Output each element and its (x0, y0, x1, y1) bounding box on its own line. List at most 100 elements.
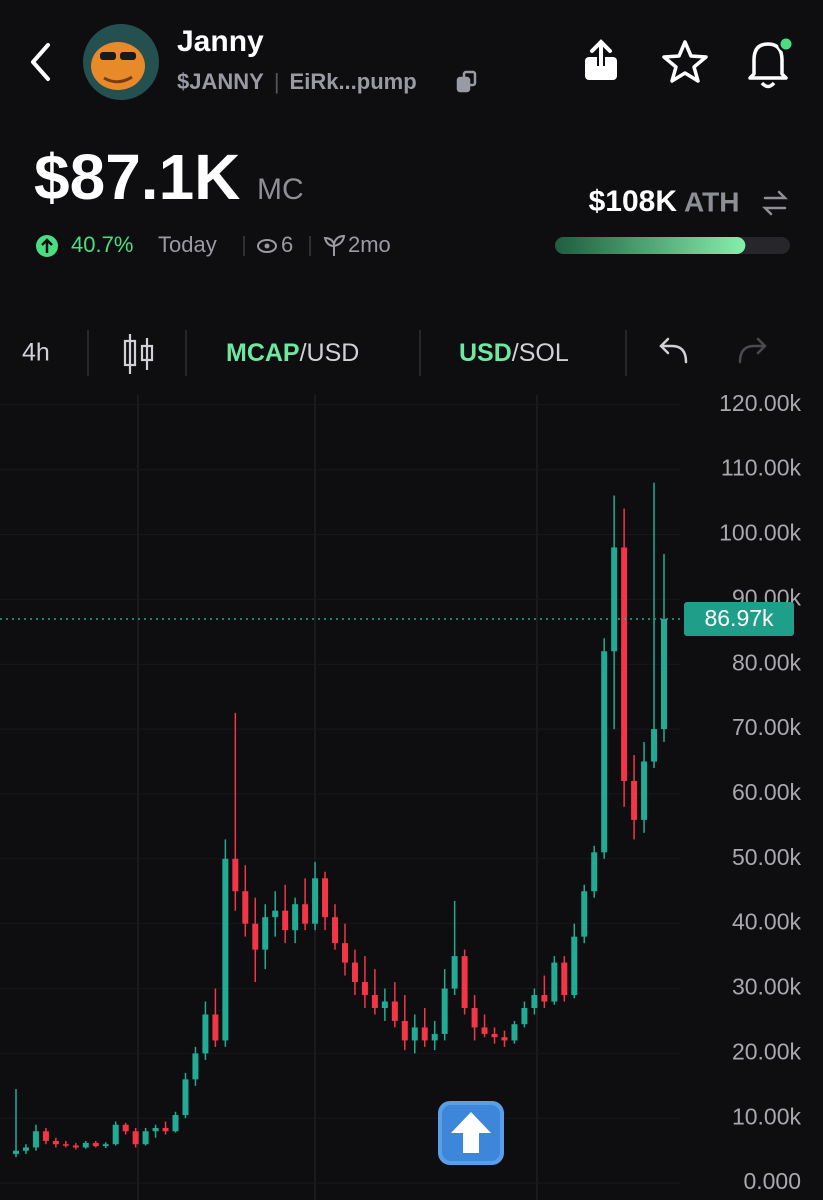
candle-body (661, 618, 667, 730)
candle-body (22, 1147, 29, 1151)
interval-button[interactable]: 4h (22, 339, 50, 367)
candle-body (351, 962, 358, 983)
candle-body (421, 1027, 428, 1041)
candle-body (641, 761, 648, 820)
candle-body (142, 1131, 149, 1145)
change-period: Today (158, 232, 217, 257)
ticker: $JANNY (177, 69, 264, 94)
mcap-option[interactable]: MCAP (226, 339, 300, 367)
candle-body (322, 878, 329, 918)
age: 2mo (348, 232, 391, 257)
candle-body (531, 995, 538, 1008)
y-tick-label: 70.00k (732, 714, 802, 740)
currency-toggle[interactable]: USD/SOL (459, 339, 569, 367)
candle-body (341, 943, 348, 963)
candle-body (451, 956, 458, 989)
sol-option[interactable]: /SOL (512, 339, 569, 367)
candle-body (521, 1007, 528, 1025)
token-ticker: $JANNY | EiRk...pump (177, 69, 417, 94)
candle-body (581, 891, 588, 937)
candle-body (332, 917, 339, 944)
candle-body (481, 1027, 488, 1034)
candle-body (82, 1142, 89, 1148)
candle-body (391, 1001, 398, 1021)
candle-body (272, 910, 279, 918)
ath-toggle[interactable] (761, 190, 789, 216)
separator: | (274, 69, 280, 94)
y-tick-label: 80.00k (732, 649, 802, 675)
back-button[interactable] (31, 43, 50, 81)
ath-progress-fill (555, 237, 746, 254)
candle-body (292, 904, 299, 931)
market-cap-label: MC (257, 173, 304, 206)
candle-body (72, 1145, 79, 1148)
candle-body (62, 1144, 69, 1146)
candle-body (411, 1027, 418, 1041)
candle-body (312, 878, 319, 924)
candle-body (102, 1144, 109, 1147)
copy-icon[interactable] (456, 70, 477, 93)
y-tick-label: 120.00k (719, 390, 801, 416)
change-icon (36, 235, 58, 257)
y-tick-label: 20.00k (732, 1038, 802, 1064)
candle-body (621, 547, 628, 781)
usd-option[interactable]: /USD (300, 339, 360, 367)
y-tick-label: 30.00k (732, 974, 802, 1000)
age-icon (323, 234, 346, 256)
usd-option[interactable]: USD (459, 339, 512, 367)
price-chart[interactable]: 0.000 10.00k 20.00k 30.00k 40.00k 50.00k 60.00… (0, 390, 802, 1200)
address[interactable]: EiRk...pump (290, 69, 417, 94)
candle-body (501, 1037, 508, 1041)
y-tick-label: 10.00k (732, 1103, 802, 1129)
last-price-badge (684, 601, 794, 636)
share-button[interactable] (585, 34, 617, 80)
candle-body (381, 1001, 388, 1008)
candle-body (132, 1131, 139, 1145)
candle-body (651, 729, 658, 762)
candle-body (431, 1033, 438, 1041)
candle-body (601, 651, 608, 853)
last-price-label: 86.97k (704, 605, 774, 631)
candle-body (491, 1033, 498, 1038)
candle-body (122, 1124, 129, 1132)
candle-body (222, 858, 229, 1041)
ath-value: $108K (589, 185, 678, 218)
candle-body (551, 962, 558, 1002)
change-percent: 40.7% (71, 232, 133, 257)
market-cap: $87.1K (34, 141, 240, 213)
candle-body (371, 995, 378, 1008)
candle-body (242, 891, 249, 924)
views: 6 (281, 232, 293, 257)
candle-body (302, 904, 309, 924)
redo-button[interactable] (738, 337, 767, 364)
y-tick-label: 100.00k (719, 520, 801, 546)
candle-body (182, 1079, 189, 1116)
candle-body (152, 1127, 159, 1132)
candle-body (192, 1053, 199, 1080)
candle-body (92, 1142, 99, 1147)
alert-button[interactable] (748, 36, 794, 89)
y-tick-label: 50.00k (732, 844, 802, 870)
candle-body (401, 1020, 408, 1041)
mcap-toggle[interactable]: MCAP/USD (226, 339, 359, 367)
candle-body (262, 917, 269, 950)
candle-body (162, 1127, 169, 1132)
candle-body (541, 995, 548, 1002)
y-tick-label: 60.00k (732, 779, 802, 805)
undo-button[interactable] (659, 337, 688, 364)
avatar (83, 24, 159, 100)
candle-body (571, 936, 578, 996)
candle-body (232, 858, 239, 892)
scroll-up-button[interactable] (438, 1101, 504, 1165)
candle-body (461, 956, 468, 1008)
favorite-button[interactable] (662, 40, 708, 83)
y-tick-label: 40.00k (732, 909, 802, 935)
candle-body (511, 1024, 518, 1041)
chart-type-button[interactable] (123, 334, 154, 374)
views-icon (257, 239, 277, 253)
candle-body (471, 1007, 478, 1028)
candle-body (591, 852, 598, 892)
candle-body (112, 1124, 119, 1145)
candle-body (252, 923, 259, 950)
